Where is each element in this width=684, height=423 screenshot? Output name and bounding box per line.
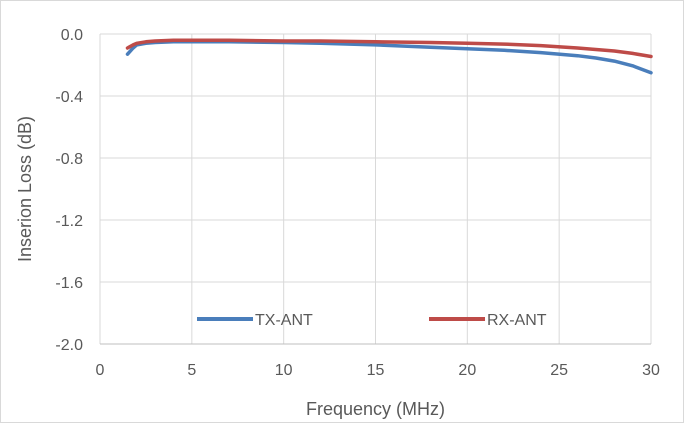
y-tick-label: -2.0 — [55, 337, 83, 354]
y-tick-label: -1.2 — [55, 213, 83, 230]
gridlines — [99, 33, 652, 345]
legend-label-rx-ant: RX-ANT — [487, 312, 547, 329]
x-axis-title: Frequency (MHz) — [306, 399, 445, 419]
y-axis-ticks: 0.0 -0.4 -0.8 -1.2 -1.6 -2.0 — [55, 27, 83, 354]
series-line-rx-ant — [125, 38, 653, 59]
x-tick-label: 5 — [187, 362, 196, 379]
series-lines — [125, 38, 653, 75]
x-tick-label: 30 — [642, 362, 660, 379]
y-tick-label: -1.6 — [55, 275, 83, 292]
x-tick-label: 20 — [458, 362, 476, 379]
y-tick-label: -0.4 — [55, 89, 83, 106]
legend-label-tx-ant: TX-ANT — [255, 312, 313, 329]
legend: TX-ANT RX-ANT — [197, 312, 547, 329]
y-tick-label: -0.8 — [55, 151, 83, 168]
y-axis-title: Inserion Loss (dB) — [15, 116, 35, 262]
x-axis-ticks: 0 5 10 15 20 25 30 — [96, 362, 660, 379]
x-tick-label: 10 — [275, 362, 293, 379]
x-tick-label: 0 — [96, 362, 105, 379]
x-tick-label: 15 — [367, 362, 385, 379]
x-tick-label: 25 — [550, 362, 568, 379]
y-tick-label: 0.0 — [61, 27, 83, 44]
